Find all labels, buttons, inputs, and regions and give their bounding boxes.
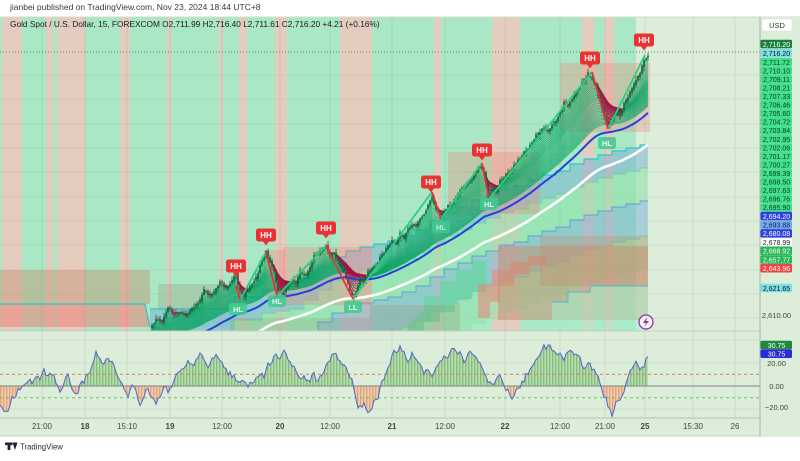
svg-text:2,702.95: 2,702.95 [763,137,790,144]
svg-text:21: 21 [388,422,397,431]
svg-text:2,703.84: 2,703.84 [763,128,790,135]
svg-text:2,710.10: 2,710.10 [763,68,790,75]
svg-text:20: 20 [276,422,285,431]
svg-text:21:00: 21:00 [32,422,53,431]
svg-text:Gold Spot / U.S. Dollar, 15, F: Gold Spot / U.S. Dollar, 15, FOREXCOM O2… [10,19,380,29]
svg-text:USD: USD [769,21,785,30]
svg-text:HL: HL [484,200,494,209]
svg-text:HH: HH [320,224,332,233]
svg-text:2,708.21: 2,708.21 [763,85,790,92]
svg-text:2,697.63: 2,697.63 [763,188,790,195]
svg-text:2,693.88: 2,693.88 [763,223,790,230]
svg-text:jianbei published on TradingVi: jianbei published on TradingView.com, No… [9,2,261,12]
svg-text:LL: LL [348,303,358,312]
svg-text:26: 26 [731,422,740,431]
svg-text:20.00: 20.00 [767,359,786,368]
svg-text:2,705.60: 2,705.60 [763,111,790,118]
svg-text:30.75: 30.75 [768,352,786,359]
svg-text:2,694.20: 2,694.20 [763,214,790,221]
svg-text:HL: HL [436,223,446,232]
svg-text:2,699.39: 2,699.39 [763,171,790,178]
svg-text:2,707.33: 2,707.33 [763,94,790,101]
svg-text:15:10: 15:10 [117,422,138,431]
svg-text:2,643.96: 2,643.96 [763,266,790,273]
svg-text:HH: HH [425,178,437,187]
svg-text:2,711.72: 2,711.72 [763,60,790,67]
svg-text:15:30: 15:30 [683,422,704,431]
svg-text:HH: HH [260,231,272,240]
svg-text:2,657.77: 2,657.77 [763,257,790,264]
svg-text:2,678.99: 2,678.99 [763,240,790,247]
svg-text:2,709.11: 2,709.11 [763,77,790,84]
svg-text:−20.00: −20.00 [765,403,788,412]
svg-text:2,706.46: 2,706.46 [763,103,790,110]
svg-text:2,716.20: 2,716.20 [763,42,790,49]
svg-text:22: 22 [501,422,510,431]
svg-text:TradingView: TradingView [20,443,63,452]
svg-text:2,716.20: 2,716.20 [763,51,790,58]
svg-text:12:00: 12:00 [435,422,456,431]
svg-text:12:00: 12:00 [212,422,233,431]
svg-text:HL: HL [233,305,243,314]
svg-text:2,700.27: 2,700.27 [763,162,790,169]
svg-text:2,704.72: 2,704.72 [763,120,790,127]
svg-text:12:00: 12:00 [320,422,341,431]
svg-text:2,695.90: 2,695.90 [763,205,790,212]
svg-text:2,610.00: 2,610.00 [762,311,791,320]
svg-text:12:00: 12:00 [550,422,571,431]
svg-text:21:00: 21:00 [595,422,616,431]
svg-text:2,621.65: 2,621.65 [763,286,790,293]
svg-text:25: 25 [641,422,650,431]
svg-text:30.75: 30.75 [768,343,786,350]
svg-text:0.00: 0.00 [769,382,784,391]
svg-text:HL: HL [272,297,282,306]
svg-text:HL: HL [602,139,612,148]
svg-text:2,702.06: 2,702.06 [763,145,790,152]
svg-text:HH: HH [476,146,488,155]
svg-text:2,680.08: 2,680.08 [763,231,790,238]
svg-text:19: 19 [166,422,175,431]
svg-text:2,668.92: 2,668.92 [763,249,790,256]
svg-text:HH: HH [230,262,242,271]
svg-text:2,696.76: 2,696.76 [763,197,790,204]
svg-text:HH: HH [584,54,596,63]
svg-text:2,698.50: 2,698.50 [763,180,790,187]
svg-text:2,701.17: 2,701.17 [763,154,790,161]
svg-text:HH: HH [638,36,650,45]
svg-text:18: 18 [81,422,90,431]
